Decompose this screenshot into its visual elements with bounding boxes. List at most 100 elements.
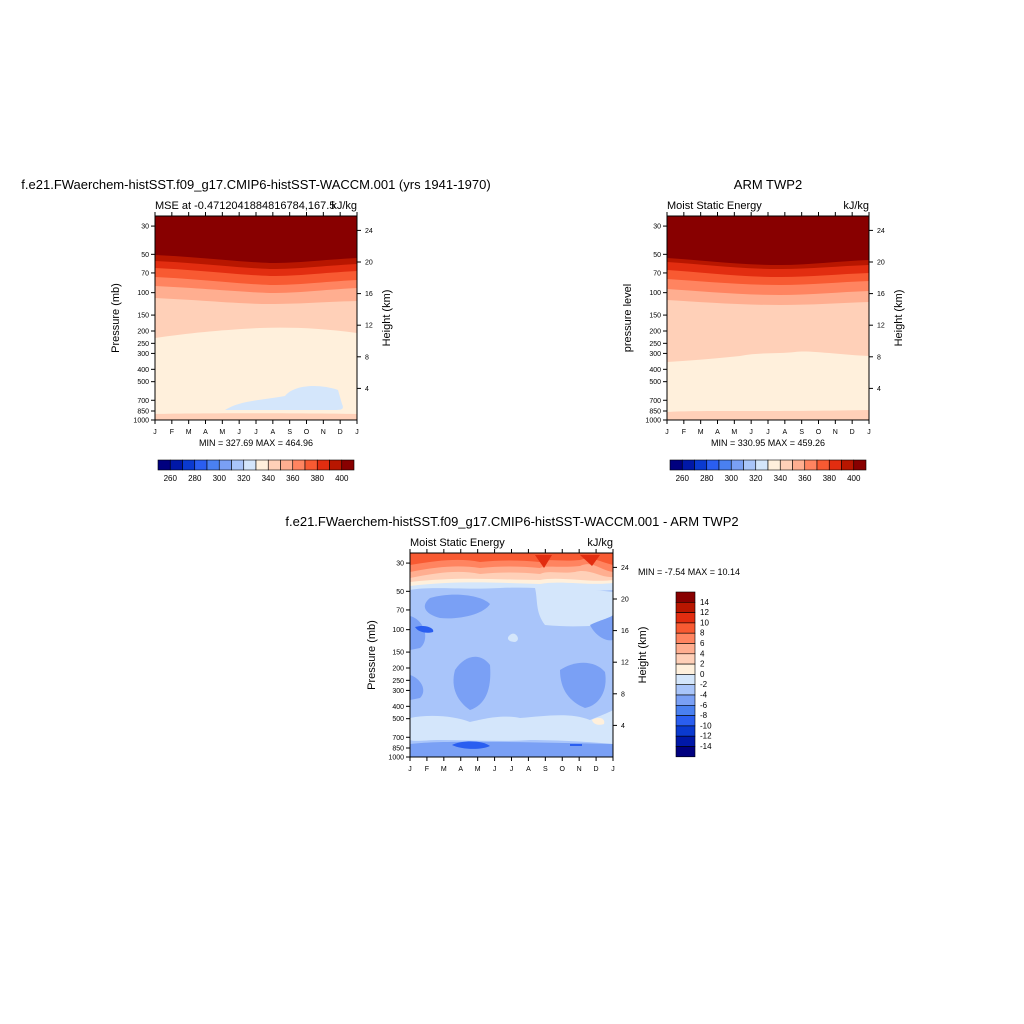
- panel-model-y2label: Height (km): [381, 290, 393, 347]
- panel-diff-pressure-tick-label: 250: [392, 678, 404, 685]
- panel-diff-ylabel: Pressure (mb): [366, 620, 378, 690]
- panel-obs-pressure-tick-label: 50: [653, 252, 661, 259]
- panel-diff-height-tick-label: 8: [621, 691, 625, 698]
- panel-diff-month-label: J: [493, 766, 497, 773]
- panel-obs-height-tick-label: 16: [877, 291, 885, 298]
- panel-obs-plot-area: [667, 216, 869, 420]
- panel-model-colorbar-swatch: [194, 459, 208, 471]
- panel-model-colorbar-swatch: [329, 459, 343, 471]
- panel-obs-month-label: J: [665, 429, 669, 436]
- panel-diff-colorbar-label: -8: [700, 711, 708, 720]
- panel-model-pressure-tick-label: 300: [137, 351, 149, 358]
- panel-diff-colorbar-label: 10: [700, 618, 709, 627]
- panel-diff-colorbar-swatch: [675, 632, 696, 644]
- panel-diff-pressure-axis: 30 50 70 100 150 200 250 300 400 500 700 850 1000: [388, 561, 410, 762]
- panel-model-colorbar-swatch: [243, 459, 257, 471]
- panel-diff-month-label: F: [425, 766, 429, 773]
- panel-model-colorbar-swatch: [292, 459, 306, 471]
- panel-model-colorbar-label: 300: [213, 474, 227, 483]
- panel-diff-height-tick-label: 4: [621, 723, 625, 730]
- panel-model-colorbar-swatch: [280, 459, 294, 471]
- panel-obs-pressure-tick-label: 500: [649, 379, 661, 386]
- panel-model-pressure-tick-label: 1000: [133, 418, 149, 425]
- panel-obs-colorbar-swatch: [730, 459, 744, 471]
- panel-diff-colorbar-label: -14: [700, 742, 712, 751]
- panel-diff-height-axis: 24 20 16 12 8 4: [613, 565, 629, 730]
- panel-diff-left-label: Moist Static Energy: [410, 537, 505, 549]
- panel-diff-colorbar-label: -4: [700, 691, 708, 700]
- panel-model-pressure-tick-label: 100: [137, 290, 149, 297]
- panel-obs-ylabel: pressure level: [622, 284, 634, 352]
- panel-obs-colorbar-swatch: [841, 459, 855, 471]
- panel-obs-colorbar-label: 280: [700, 474, 714, 483]
- panel-obs-month-label: F: [682, 429, 686, 436]
- panel-obs-height-axis: 24 20 16 12 8 4: [869, 228, 885, 393]
- panel-obs-colorbar-swatch: [792, 459, 806, 471]
- panel-diff-colorbar-label: 4: [700, 649, 705, 658]
- panel-obs-pressure-tick-label: 100: [649, 290, 661, 297]
- panel-diff-colorbar-swatch: [675, 694, 696, 706]
- panel-model-colorbar-label: 280: [188, 474, 202, 483]
- panel-model-pressure-tick-label: 250: [137, 341, 149, 348]
- panel-model-pressure-tick-label: 700: [137, 398, 149, 405]
- panel-model-pressure-tick-label: 200: [137, 328, 149, 335]
- panel-obs-y2label: Height (km): [893, 290, 905, 347]
- panel-diff-pressure-tick-label: 500: [392, 716, 404, 723]
- panel-diff-colorbar-label: 14: [700, 598, 709, 607]
- panel-diff-colorbar-swatch: [675, 643, 696, 655]
- panel-diff-colorbar-swatch: [675, 725, 696, 737]
- panel-obs-stats: MIN = 330.95 MAX = 459.26: [711, 438, 825, 448]
- panel-obs-colorbar-label: 340: [774, 474, 788, 483]
- panel-obs-height-tick-label: 4: [877, 386, 881, 393]
- panel-diff-colorbar-swatch: [675, 704, 696, 716]
- panel-obs-pressure-tick-label: 30: [653, 224, 661, 231]
- panel-model-colorbar-label: 340: [262, 474, 276, 483]
- panel-model-pressure-tick-label: 150: [137, 313, 149, 320]
- panel-obs-colorbar-swatch: [681, 459, 695, 471]
- panel-diff-colorbar-swatch: [675, 735, 696, 747]
- panel-obs-colorbar-swatch: [706, 459, 720, 471]
- panel-obs-colorbar-swatch: [853, 459, 867, 471]
- panel-model-month-label: J: [237, 429, 241, 436]
- panel-model-ylabel: Pressure (mb): [110, 283, 122, 353]
- panel-diff-month-label: J: [611, 766, 615, 773]
- panel-diff-month-label: S: [543, 766, 548, 773]
- panel-model-height-tick-label: 24: [365, 228, 373, 235]
- panel-diff-colorbar-label: -10: [700, 721, 712, 730]
- panel-diff-colorbar-label: -6: [700, 701, 708, 710]
- panel-model-month-label: O: [304, 429, 310, 436]
- panel-diff-colorbar-swatch: [675, 612, 696, 624]
- panel-diff-height-tick-label: 24: [621, 565, 629, 572]
- panel-diff-colorbar-swatch: [675, 674, 696, 686]
- panel-model-month-label: J: [254, 429, 258, 436]
- panel-diff-title: f.e21.FWaerchem-histSST.f09_g17.CMIP6-hi…: [285, 514, 738, 529]
- panel-diff-month-label: J: [510, 766, 514, 773]
- panel-model-month-label: A: [270, 429, 275, 436]
- panel-obs-month-label: N: [833, 429, 838, 436]
- panel-diff-colorbar-swatch: [675, 601, 696, 613]
- panel-diff-colorbar-swatch: [675, 622, 696, 634]
- panel-diff-height-tick-label: 20: [621, 596, 629, 603]
- panel-model-colorbar-label: 360: [286, 474, 300, 483]
- panel-obs-month-label: A: [782, 429, 787, 436]
- panel-model-colorbar-label: 320: [237, 474, 251, 483]
- panel-obs-colorbar: 260 280 300 320 340 360 380 400: [669, 459, 867, 483]
- panel-model-pressure-axis: 30 50 70 100 150 200 250 300 400 500 700 850 1000: [133, 224, 155, 425]
- panel-obs-colorbar-label: 320: [749, 474, 763, 483]
- panel-model-colorbar-swatch: [341, 459, 355, 471]
- panel-model-colorbar-label: 380: [311, 474, 325, 483]
- panel-model-height-tick-label: 20: [365, 259, 373, 266]
- panel-diff-pressure-tick-label: 70: [396, 607, 404, 614]
- panel-model-colorbar-swatch: [316, 459, 330, 471]
- panel-model-month-label: M: [186, 429, 192, 436]
- panel-obs-pressure-tick-label: 400: [649, 367, 661, 374]
- panel-diff-stats: MIN = -7.54 MAX = 10.14: [638, 567, 740, 577]
- panel-obs-pressure-tick-label: 1000: [645, 418, 661, 425]
- panel-obs-height-tick-label: 12: [877, 323, 885, 330]
- panel-diff-right-label: kJ/kg: [587, 537, 613, 549]
- panel-diff-colorbar-label: 0: [700, 670, 705, 679]
